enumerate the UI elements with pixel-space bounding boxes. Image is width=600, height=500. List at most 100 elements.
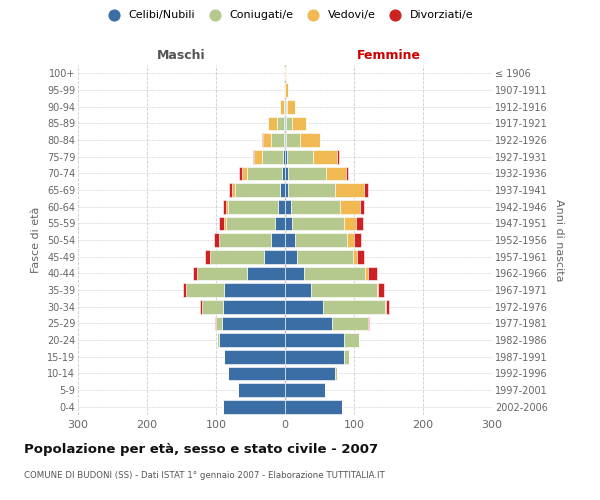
Bar xyxy=(287,150,313,164)
Bar xyxy=(205,250,210,264)
Bar xyxy=(359,200,364,213)
Bar xyxy=(223,400,285,413)
Bar xyxy=(285,266,304,280)
Bar xyxy=(224,216,226,230)
Bar xyxy=(226,200,229,213)
Bar xyxy=(285,250,298,264)
Bar xyxy=(200,300,202,314)
Y-axis label: Anni di nascita: Anni di nascita xyxy=(554,198,565,281)
Text: COMUNE DI BUDONI (SS) - Dati ISTAT 1° gennaio 2007 - Elaborazione TUTTITALIA.IT: COMUNE DI BUDONI (SS) - Dati ISTAT 1° ge… xyxy=(24,471,385,480)
Bar xyxy=(283,150,285,164)
Bar xyxy=(224,283,285,297)
Bar xyxy=(344,350,349,364)
Bar xyxy=(278,200,285,213)
Bar xyxy=(281,166,285,180)
Bar xyxy=(335,366,337,380)
Bar xyxy=(286,133,300,147)
Bar xyxy=(295,233,347,247)
Bar xyxy=(284,116,285,130)
Bar xyxy=(285,183,289,197)
Bar xyxy=(223,200,226,213)
Text: Femmine: Femmine xyxy=(356,48,421,62)
Bar xyxy=(262,150,283,164)
Bar xyxy=(285,316,332,330)
Bar xyxy=(344,216,356,230)
Bar xyxy=(238,383,285,397)
Bar xyxy=(268,116,277,130)
Bar xyxy=(285,216,292,230)
Bar xyxy=(285,83,289,97)
Bar xyxy=(242,166,247,180)
Bar xyxy=(306,116,307,130)
Bar xyxy=(284,133,285,147)
Text: Popolazione per età, sesso e stato civile - 2007: Popolazione per età, sesso e stato civil… xyxy=(24,442,378,456)
Bar xyxy=(223,300,285,314)
Bar xyxy=(284,83,285,97)
Bar xyxy=(285,400,341,413)
Bar xyxy=(354,233,361,247)
Bar xyxy=(187,283,224,297)
Bar xyxy=(311,283,377,297)
Bar xyxy=(226,216,275,230)
Bar xyxy=(215,316,216,330)
Bar xyxy=(368,316,369,330)
Bar xyxy=(356,216,363,230)
Bar xyxy=(275,216,285,230)
Bar xyxy=(210,250,211,264)
Bar xyxy=(229,366,285,380)
Bar xyxy=(364,183,368,197)
Bar xyxy=(337,150,339,164)
Bar xyxy=(285,350,344,364)
Bar xyxy=(285,66,286,80)
Bar xyxy=(280,183,285,197)
Bar xyxy=(289,183,335,197)
Bar xyxy=(285,200,290,213)
Bar xyxy=(323,300,385,314)
Bar xyxy=(335,183,364,197)
Bar xyxy=(253,150,254,164)
Bar xyxy=(271,233,285,247)
Bar xyxy=(229,183,232,197)
Bar xyxy=(263,133,271,147)
Text: Maschi: Maschi xyxy=(157,48,206,62)
Bar xyxy=(220,233,271,247)
Y-axis label: Fasce di età: Fasce di età xyxy=(31,207,41,273)
Bar xyxy=(344,333,359,347)
Bar xyxy=(378,283,383,297)
Bar xyxy=(262,133,263,147)
Bar xyxy=(232,183,235,197)
Bar xyxy=(197,266,247,280)
Bar xyxy=(285,150,287,164)
Bar xyxy=(235,183,280,197)
Bar xyxy=(285,366,335,380)
Bar xyxy=(386,300,389,314)
Bar xyxy=(298,250,353,264)
Bar xyxy=(353,250,358,264)
Bar xyxy=(254,150,262,164)
Bar xyxy=(326,166,346,180)
Bar xyxy=(332,316,368,330)
Bar xyxy=(347,233,354,247)
Bar xyxy=(219,216,224,230)
Bar xyxy=(265,250,285,264)
Bar xyxy=(285,133,286,147)
Bar xyxy=(292,116,306,130)
Bar xyxy=(385,300,386,314)
Bar xyxy=(368,266,377,280)
Bar xyxy=(285,100,286,114)
Bar xyxy=(239,166,242,180)
Bar xyxy=(224,350,285,364)
Bar xyxy=(280,100,284,114)
Bar xyxy=(288,166,326,180)
Bar xyxy=(285,383,325,397)
Bar xyxy=(286,100,287,114)
Bar xyxy=(221,316,285,330)
Bar xyxy=(313,150,337,164)
Bar xyxy=(193,266,197,280)
Bar xyxy=(285,333,344,347)
Bar xyxy=(358,250,364,264)
Bar xyxy=(340,200,359,213)
Bar xyxy=(277,116,284,130)
Bar xyxy=(285,283,311,297)
Bar xyxy=(285,116,286,130)
